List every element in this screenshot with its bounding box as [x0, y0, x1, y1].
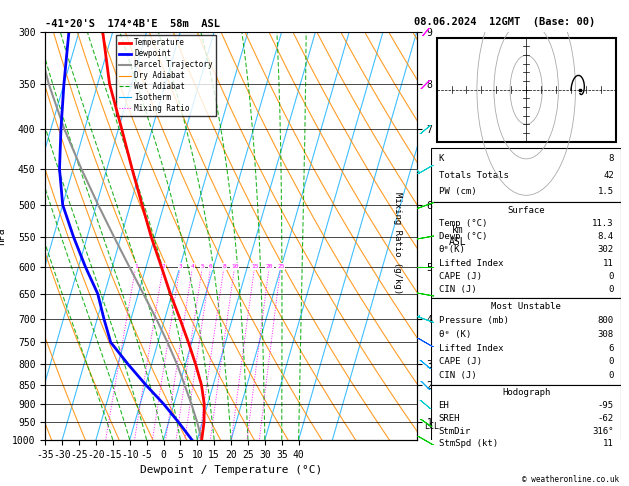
Text: 302: 302 [598, 245, 614, 255]
Text: Hodograph: Hodograph [502, 388, 550, 398]
Text: K: K [438, 154, 444, 163]
Text: Dewp (°C): Dewp (°C) [438, 232, 487, 242]
Text: LCL: LCL [425, 422, 439, 431]
Text: 308: 308 [598, 330, 614, 339]
Y-axis label: km
ASL: km ASL [448, 225, 466, 246]
Text: 3: 3 [178, 264, 182, 269]
Text: 10: 10 [231, 264, 238, 269]
Text: 8.4: 8.4 [598, 232, 614, 242]
Text: StmDir: StmDir [438, 427, 470, 435]
Text: Temp (°C): Temp (°C) [438, 219, 487, 228]
FancyBboxPatch shape [431, 202, 621, 298]
Text: 0: 0 [608, 272, 614, 281]
Text: PW (cm): PW (cm) [438, 187, 476, 196]
Text: 1: 1 [134, 264, 138, 269]
Text: 316°: 316° [593, 427, 614, 435]
Text: Lifted Index: Lifted Index [438, 259, 503, 268]
Text: 4: 4 [191, 264, 194, 269]
X-axis label: Dewpoint / Temperature (°C): Dewpoint / Temperature (°C) [140, 465, 322, 475]
Text: Most Unstable: Most Unstable [491, 302, 561, 311]
Text: 25: 25 [277, 264, 284, 269]
Text: -41°20'S  174°4B'E  58m  ASL: -41°20'S 174°4B'E 58m ASL [45, 19, 220, 30]
Text: 11.3: 11.3 [593, 219, 614, 228]
Text: © weatheronline.co.uk: © weatheronline.co.uk [523, 474, 620, 484]
Text: EH: EH [438, 401, 449, 410]
FancyBboxPatch shape [437, 38, 616, 142]
Text: 800: 800 [598, 316, 614, 325]
Text: CIN (J): CIN (J) [438, 371, 476, 380]
FancyBboxPatch shape [431, 385, 621, 452]
Text: kt: kt [444, 48, 455, 57]
Text: CAPE (J): CAPE (J) [438, 357, 482, 366]
Text: θᵉ (K): θᵉ (K) [438, 330, 470, 339]
Text: StmSpd (kt): StmSpd (kt) [438, 439, 498, 448]
Text: 5: 5 [201, 264, 204, 269]
Y-axis label: hPa: hPa [0, 227, 6, 244]
Text: 0: 0 [608, 371, 614, 380]
Text: 0: 0 [608, 357, 614, 366]
Text: Lifted Index: Lifted Index [438, 344, 503, 353]
Text: Surface: Surface [508, 206, 545, 215]
Text: 1.5: 1.5 [598, 187, 614, 196]
Text: θᵉ(K): θᵉ(K) [438, 245, 465, 255]
Text: 42: 42 [603, 171, 614, 180]
Text: 20: 20 [265, 264, 273, 269]
Text: 11: 11 [603, 259, 614, 268]
Text: CIN (J): CIN (J) [438, 285, 476, 294]
FancyBboxPatch shape [431, 298, 621, 385]
Text: 11: 11 [603, 439, 614, 448]
Text: SREH: SREH [438, 414, 460, 423]
Text: Pressure (mb): Pressure (mb) [438, 316, 508, 325]
Text: 15: 15 [251, 264, 259, 269]
Text: 08.06.2024  12GMT  (Base: 00): 08.06.2024 12GMT (Base: 00) [414, 17, 595, 27]
Text: -62: -62 [598, 414, 614, 423]
Text: Mixing Ratio (g/kg): Mixing Ratio (g/kg) [393, 192, 402, 294]
Text: CAPE (J): CAPE (J) [438, 272, 482, 281]
Text: 6: 6 [608, 344, 614, 353]
Text: 6: 6 [209, 264, 213, 269]
Legend: Temperature, Dewpoint, Parcel Trajectory, Dry Adiabat, Wet Adiabat, Isotherm, Mi: Temperature, Dewpoint, Parcel Trajectory… [116, 35, 216, 116]
Text: Totals Totals: Totals Totals [438, 171, 508, 180]
Text: 0: 0 [608, 285, 614, 294]
Text: -95: -95 [598, 401, 614, 410]
Text: 8: 8 [222, 264, 226, 269]
Text: 2: 2 [161, 264, 165, 269]
Text: 8: 8 [608, 154, 614, 163]
FancyBboxPatch shape [431, 148, 621, 202]
